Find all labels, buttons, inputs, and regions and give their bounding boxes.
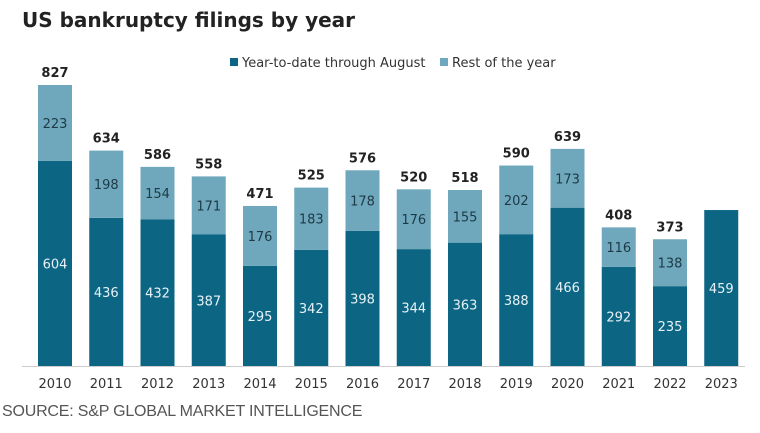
segment-label: 155	[453, 210, 478, 225]
x-tick-label: 2017	[397, 377, 430, 392]
source-note: SOURCE: S&P GLOBAL MARKET INTELLIGENCE	[2, 403, 363, 420]
x-tick-label: 2023	[705, 377, 738, 392]
bar-segment	[601, 227, 636, 267]
bar-segment	[243, 205, 277, 266]
segment-label: 198	[94, 178, 119, 193]
x-tick-label: 2014	[243, 377, 276, 392]
bar-segment	[191, 234, 226, 366]
bar-segment	[38, 85, 72, 161]
legend-swatch	[440, 58, 448, 66]
segment-label: 459	[709, 282, 734, 297]
bar-segment	[294, 187, 329, 250]
bar-segment	[448, 242, 482, 366]
bar-segment	[140, 219, 175, 366]
bar-segment	[704, 210, 739, 366]
total-label: 634	[93, 132, 120, 147]
bar-segment	[345, 170, 380, 231]
segment-label: 138	[658, 257, 683, 272]
segment-label: 342	[299, 302, 324, 317]
bar-segment	[499, 234, 534, 366]
x-tick-label: 2013	[192, 377, 225, 392]
legend-label: Year-to-date through August	[241, 56, 426, 71]
segment-label: 604	[43, 257, 68, 272]
x-tick-label: 2022	[653, 377, 686, 392]
x-tick-label: 2010	[38, 377, 71, 392]
bar-segment	[550, 148, 585, 208]
chart-title: US bankruptcy filings by year	[22, 8, 356, 32]
bar-segment	[396, 189, 431, 250]
total-label: 471	[246, 187, 273, 202]
segment-label: 388	[504, 294, 529, 309]
segment-label: 344	[401, 302, 426, 317]
segment-label: 466	[555, 281, 580, 296]
legend-label: Rest of the year	[452, 56, 556, 71]
total-label: 408	[605, 208, 632, 223]
segment-label: 173	[555, 172, 580, 187]
segment-label: 176	[248, 230, 273, 245]
x-tick-label: 2021	[602, 377, 635, 392]
total-label: 373	[656, 220, 683, 235]
bar-segment	[448, 189, 482, 243]
x-tick-label: 2018	[448, 377, 481, 392]
bar-segment	[345, 230, 380, 366]
total-label: 518	[451, 171, 478, 186]
segment-label: 235	[658, 320, 683, 335]
segment-label: 171	[196, 199, 221, 214]
bar-segment	[294, 249, 329, 366]
segment-label: 176	[401, 213, 426, 228]
total-label: 827	[41, 66, 68, 81]
legend-swatch	[230, 58, 238, 66]
bar-segment	[653, 286, 687, 366]
x-tick-label: 2012	[141, 377, 174, 392]
bar-segment	[396, 249, 431, 366]
total-label: 525	[298, 169, 325, 184]
segment-label: 436	[94, 286, 119, 301]
segment-label: 295	[248, 310, 273, 325]
x-tick-label: 2020	[551, 377, 584, 392]
bar-segment	[89, 150, 124, 218]
segment-label: 398	[350, 292, 375, 307]
segment-label: 178	[350, 195, 375, 210]
segment-label: 292	[606, 310, 631, 325]
segment-label: 363	[453, 298, 478, 313]
total-label: 590	[503, 147, 530, 162]
bar-segment	[499, 165, 534, 235]
x-tick-label: 2019	[500, 377, 533, 392]
bar-segment	[38, 160, 72, 366]
segment-label: 202	[504, 194, 529, 209]
segment-label: 432	[145, 287, 170, 302]
bar-segment	[89, 217, 124, 366]
x-tick-label: 2016	[346, 377, 379, 392]
x-tick-label: 2015	[295, 377, 328, 392]
bar-segment	[140, 166, 175, 220]
segment-label: 223	[43, 117, 68, 132]
bar-segment	[601, 266, 636, 366]
segment-label: 183	[299, 213, 324, 228]
bar-segment	[243, 265, 277, 366]
total-label: 576	[349, 151, 376, 166]
segment-label: 387	[196, 294, 221, 309]
total-label: 586	[144, 148, 171, 163]
segment-label: 154	[145, 187, 170, 202]
bar-segment	[191, 176, 226, 235]
total-label: 558	[195, 157, 222, 172]
x-tick-label: 2011	[90, 377, 123, 392]
bar-segment	[550, 207, 585, 366]
bar-chart: Year-to-date through August Rest of the y…	[22, 56, 745, 392]
segment-label: 116	[606, 241, 631, 256]
bar-segment	[653, 239, 687, 287]
total-label: 639	[554, 130, 581, 145]
total-label: 520	[400, 170, 427, 185]
